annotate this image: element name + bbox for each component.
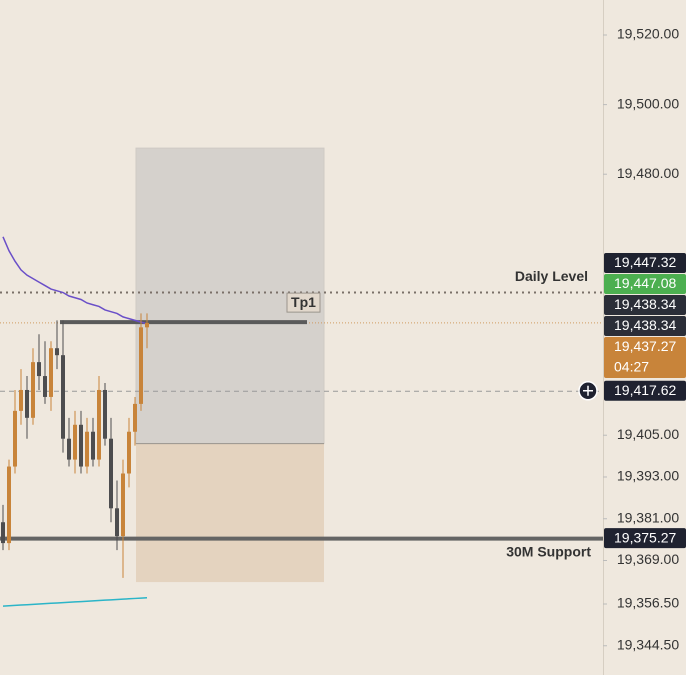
candle-body — [91, 431, 95, 460]
y-tick-label: 19,344.50 — [617, 636, 679, 652]
support-label: 30M Support — [506, 543, 591, 559]
candle-body — [79, 424, 83, 467]
candle-body — [49, 348, 53, 397]
price-tag — [604, 253, 686, 274]
y-tick-label: 19,500.00 — [617, 95, 679, 111]
price-tag-label: 19,437.27 — [614, 338, 676, 354]
candle-body — [127, 431, 131, 474]
candle-body — [19, 389, 23, 411]
price-tag — [604, 528, 686, 549]
moving-average — [2, 596, 148, 607]
price-tag — [604, 295, 686, 316]
loss-zone — [136, 443, 324, 583]
price-tag-label: 19,417.62 — [614, 382, 676, 398]
candle-body — [103, 389, 107, 439]
tp1-label: Tp1 — [291, 294, 316, 310]
candle-body — [121, 473, 125, 537]
price-tag-label: 19,375.27 — [614, 529, 676, 545]
y-tick-label: 19,393.00 — [617, 468, 679, 484]
y-tick-label: 19,381.00 — [617, 509, 679, 525]
candle-body — [109, 438, 113, 509]
price-tag — [604, 380, 686, 401]
tp1-box — [286, 292, 321, 313]
candle-body — [13, 410, 17, 467]
price-tag-label: 19,438.34 — [614, 296, 676, 312]
candle-body — [1, 522, 5, 544]
candle-body — [43, 376, 47, 397]
price-tag — [604, 316, 686, 337]
candle-body — [61, 355, 65, 439]
candle-body — [73, 424, 77, 460]
candle-body — [145, 322, 149, 328]
candle-body — [7, 466, 11, 544]
price-tag-label: 19,438.34 — [614, 317, 676, 333]
candle-body — [139, 327, 143, 404]
y-tick-label: 19,520.00 — [617, 26, 679, 42]
crosshair-plus — [583, 385, 593, 396]
moving-average — [2, 236, 148, 325]
candle-body — [133, 403, 137, 432]
candle-body — [31, 362, 35, 418]
candle-body — [85, 431, 89, 467]
price-tag — [604, 274, 686, 295]
price-tag — [604, 337, 686, 379]
candle-body — [67, 438, 71, 460]
candle-body — [97, 389, 101, 460]
candle-body — [55, 348, 59, 356]
daily-level-label: Daily Level — [515, 268, 588, 284]
price-tag-label: 19,447.08 — [614, 275, 676, 291]
candle-body — [37, 362, 41, 377]
price-tag-label: 19,447.32 — [614, 254, 676, 270]
countdown-label: 04:27 — [614, 359, 649, 375]
y-tick-label: 19,369.00 — [617, 551, 679, 567]
y-tick-label: 19,356.50 — [617, 595, 679, 611]
candle-body — [25, 389, 29, 418]
candle-body — [115, 508, 119, 537]
y-tick-label: 19,480.00 — [617, 165, 679, 181]
y-tick-label: 19,405.00 — [617, 426, 679, 442]
